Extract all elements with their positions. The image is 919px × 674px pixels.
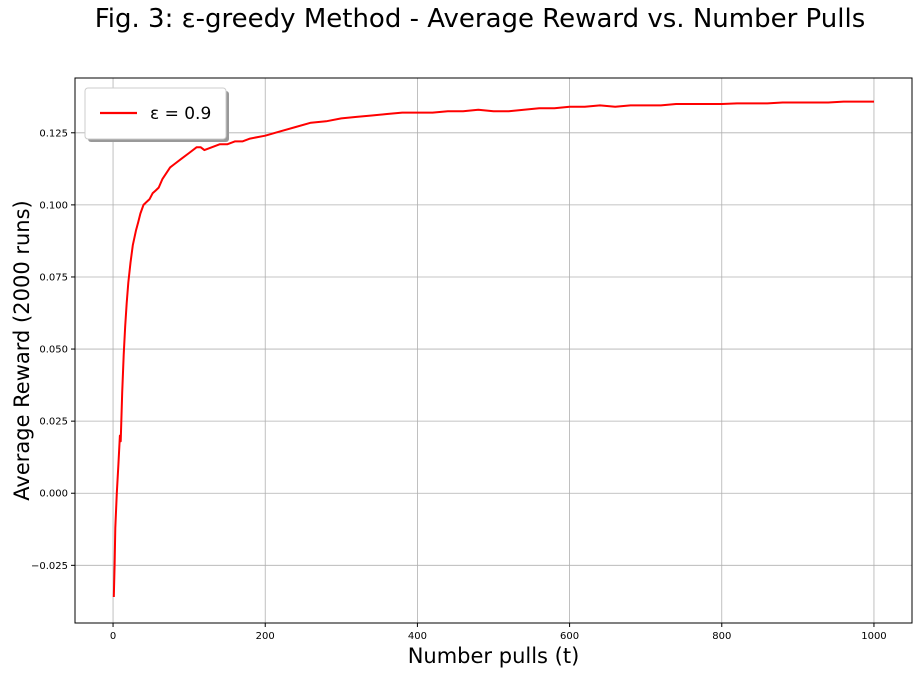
x-tick-label: 800 [712,631,731,642]
chart-title: Fig. 3: ε-greedy Method - Average Reward… [94,4,866,34]
x-axis-label: Number pulls (t) [408,644,580,668]
grid-layer [75,78,912,623]
y-tick-label: 0.075 [39,272,68,283]
x-tick-label: 400 [408,631,427,642]
x-tick-label: 600 [560,631,579,642]
legend: ε = 0.9 [84,87,229,142]
y-tick-label: −0.025 [31,561,68,572]
y-tick-label: 0.050 [39,345,68,356]
x-tick-label: 0 [110,631,116,642]
y-tick-label: 0.100 [39,200,68,211]
y-tick-label: 0.125 [39,128,68,139]
x-tick-label: 1000 [861,631,886,642]
y-tick-label: 0.025 [39,417,68,428]
tick-layer: 0 200 400 600 800 1000 −0.025 0.000 0.025 0.050 0.… [31,128,887,642]
legend-box [84,87,227,140]
y-tick-label: 0.000 [39,489,68,500]
series-layer [112,100,874,598]
y-axis-label: Average Reward (2000 runs) [10,200,34,501]
series-line [112,100,874,598]
plot-frame [74,77,913,624]
legend-series-label: ε = 0.9 [150,104,211,124]
x-tick-label: 200 [256,631,275,642]
